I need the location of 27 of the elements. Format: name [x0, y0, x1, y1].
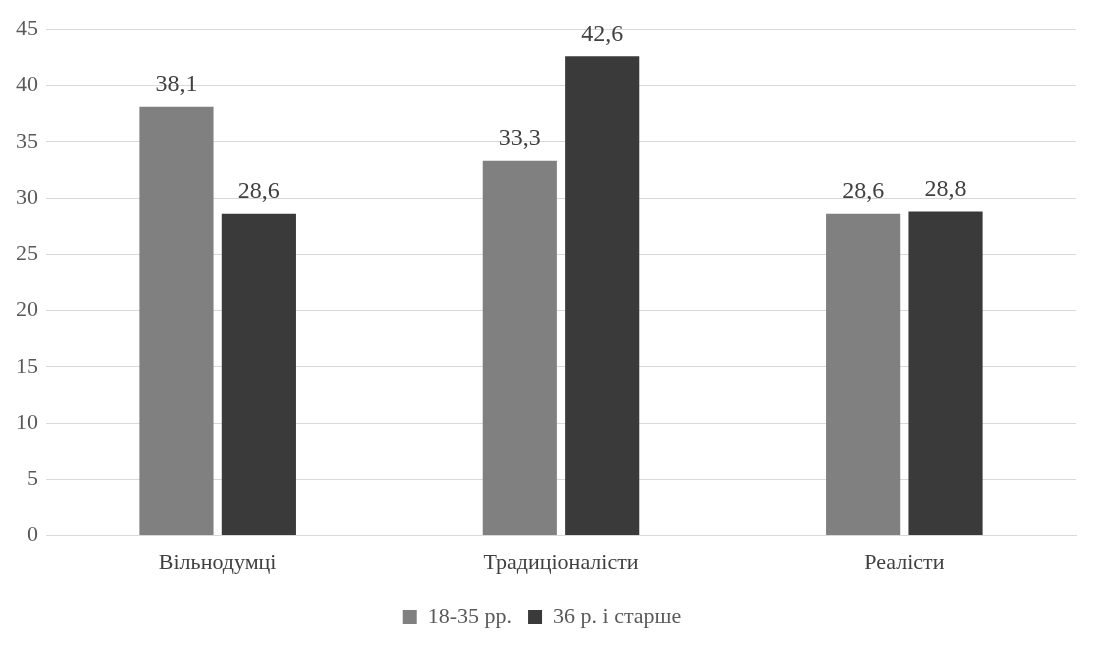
y-tick-label: 20	[16, 296, 38, 322]
y-tick-label: 35	[16, 127, 38, 153]
data-label: 28,8	[924, 174, 967, 201]
y-tick-label: 15	[16, 352, 38, 378]
x-tick-label: Традиціоналісти	[483, 548, 639, 574]
y-tick-label: 30	[16, 183, 38, 209]
data-label: 28,6	[237, 177, 280, 204]
x-tick-label: Вільнодумці	[158, 548, 277, 574]
data-label: 42,6	[581, 19, 624, 46]
y-tick-label: 0	[27, 521, 38, 547]
data-label: 28,6	[842, 177, 885, 204]
y-tick-label: 5	[27, 465, 38, 491]
bar	[908, 211, 983, 536]
y-tick-label: 25	[16, 240, 38, 266]
data-label: 33,3	[498, 124, 541, 151]
y-tick-label: 10	[16, 408, 38, 434]
x-tick-label: Реалісти	[864, 548, 945, 574]
legend-label: 36 р. і старше	[553, 602, 682, 628]
y-tick-label: 40	[16, 71, 38, 97]
data-label: 38,1	[155, 70, 198, 97]
bar	[826, 213, 901, 536]
y-tick-label: 45	[16, 14, 38, 40]
bar	[482, 160, 557, 536]
legend-label: 18-35 рр.	[427, 602, 513, 628]
bar	[221, 213, 296, 536]
bar	[139, 106, 214, 536]
bar	[565, 56, 640, 536]
